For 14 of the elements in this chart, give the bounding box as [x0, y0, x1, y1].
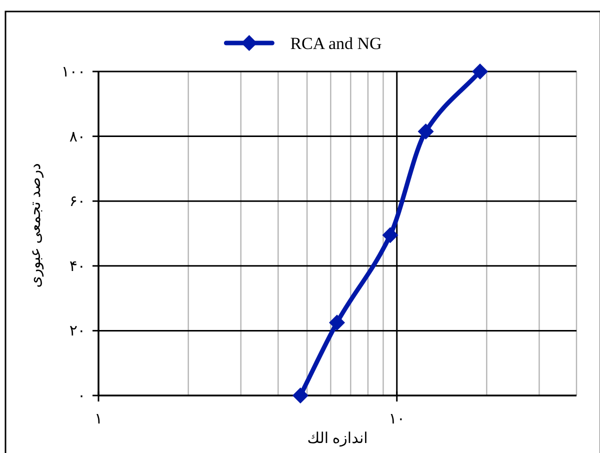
- y-tick-label: ۱۰۰: [61, 64, 86, 80]
- legend-label: RCA and NG: [290, 34, 382, 53]
- x-tick-label: ۱۰: [388, 412, 405, 428]
- y-axis-title: درصد تجمعی عبوری: [28, 163, 44, 288]
- x-tick-label: ۱: [94, 412, 103, 428]
- y-tick-label: ۶۰: [69, 194, 86, 210]
- y-tick-label: ۴۰: [69, 258, 86, 275]
- y-tick-label: ۲۰: [69, 324, 86, 340]
- y-tick-label: ۸۰: [69, 129, 86, 146]
- point: [472, 64, 488, 80]
- x-axis-title: اندازه الك: [307, 431, 368, 447]
- point: [292, 388, 308, 404]
- point: [382, 227, 398, 244]
- y-tick-label: ۰: [77, 388, 86, 404]
